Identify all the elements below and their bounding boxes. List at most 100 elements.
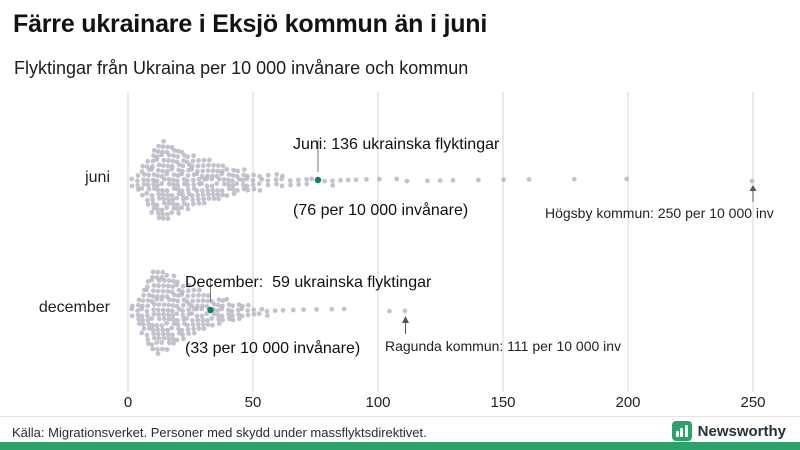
- data-dot: [251, 186, 257, 192]
- data-dot: [304, 181, 310, 187]
- data-dot: [185, 293, 191, 299]
- data-dot: [180, 168, 185, 174]
- data-dot: [200, 188, 205, 193]
- data-dot: [180, 283, 186, 289]
- data-dot: [155, 211, 161, 217]
- data-dot: [265, 178, 271, 184]
- data-dot: [240, 177, 246, 183]
- data-dot: [150, 288, 156, 294]
- data-dot: [145, 337, 151, 342]
- data-dot: [164, 188, 170, 194]
- data-dot: [387, 308, 392, 314]
- data-dot: [140, 322, 146, 327]
- data-dot: [201, 196, 207, 202]
- data-dot: [215, 168, 221, 174]
- data-dot: [196, 158, 202, 163]
- data-dot: [145, 284, 150, 290]
- data-dot: [185, 187, 191, 193]
- annotation-hogsby: Högsby kommun: 250 per 10 000 inv: [545, 205, 774, 221]
- data-dot: [224, 166, 230, 172]
- data-dot: [170, 201, 176, 207]
- data-dot: [230, 183, 236, 188]
- data-dot: [166, 302, 172, 308]
- data-dot: [156, 302, 162, 307]
- data-dot: [159, 173, 165, 179]
- data-dot: [155, 294, 160, 299]
- data-dot: [179, 205, 185, 211]
- data-dot: [170, 284, 176, 289]
- data-dot: [174, 159, 180, 165]
- data-dot: [154, 202, 160, 208]
- data-dot: [145, 279, 151, 284]
- data-dot: [135, 302, 141, 308]
- data-dot: [224, 193, 230, 198]
- data-dot: [196, 326, 202, 331]
- data-dot: [226, 302, 232, 307]
- data-dot: [155, 207, 161, 212]
- annotation-ragunda: Ragunda kommun: 111 per 10 000 inv: [385, 338, 622, 354]
- data-dot: [205, 173, 210, 179]
- data-dot: [160, 294, 165, 299]
- data-dot: [624, 176, 630, 182]
- data-dot: [170, 177, 176, 183]
- outlier-pointer-arrowhead: [402, 316, 409, 323]
- data-dot: [146, 321, 152, 327]
- data-dot: [265, 182, 271, 188]
- data-dot: [166, 158, 172, 163]
- data-dot: [190, 197, 196, 203]
- data-dot: [150, 269, 156, 275]
- data-dot: [195, 303, 200, 309]
- data-dot: [175, 173, 181, 178]
- data-dot: [135, 312, 141, 318]
- data-dot: [200, 303, 205, 309]
- data-dot: [571, 176, 577, 182]
- data-dot: [199, 173, 205, 179]
- data-dot: [200, 298, 206, 304]
- data-dot: [199, 181, 205, 187]
- data-dot: [156, 335, 162, 341]
- data-dot: [226, 312, 232, 317]
- data-dot: [145, 341, 151, 346]
- highlight-dot: [207, 306, 214, 314]
- data-dot: [221, 177, 227, 182]
- data-dot: [195, 163, 201, 169]
- data-dot: [216, 196, 222, 202]
- data-dot: [179, 149, 185, 155]
- data-dot: [151, 172, 157, 178]
- data-dot: [154, 323, 160, 328]
- data-dot: [151, 335, 157, 341]
- data-dot: [174, 195, 180, 201]
- data-dot: [279, 183, 285, 189]
- data-dot: [156, 162, 162, 168]
- data-dot: [216, 297, 222, 303]
- data-dot: [231, 191, 237, 197]
- data-dot: [161, 283, 167, 289]
- data-dot: [186, 307, 192, 313]
- data-dot: [164, 272, 170, 278]
- data-dot: [151, 331, 157, 337]
- data-dot: [180, 192, 186, 198]
- data-dot: [235, 168, 241, 174]
- data-dot: [210, 187, 216, 193]
- data-dot: [304, 177, 309, 182]
- data-dot: [155, 288, 161, 294]
- data-dot: [155, 351, 161, 356]
- data-dot: [159, 207, 165, 213]
- data-dot: [169, 193, 175, 198]
- data-dot: [185, 202, 190, 208]
- data-dot: [171, 205, 177, 211]
- data-dot: [161, 200, 167, 206]
- outlier-pointer-arrowhead: [749, 185, 757, 191]
- data-dot: [250, 177, 256, 183]
- data-dot: [189, 311, 195, 317]
- data-dot: [329, 306, 335, 312]
- data-dot: [156, 215, 162, 221]
- row-label-december: december: [38, 299, 110, 316]
- data-dot: [170, 317, 176, 322]
- data-dot: [155, 269, 161, 275]
- data-dot: [314, 307, 319, 312]
- data-dot: [265, 172, 271, 178]
- data-dot: [165, 307, 171, 313]
- data-dot: [165, 168, 170, 174]
- data-dot: [475, 177, 481, 183]
